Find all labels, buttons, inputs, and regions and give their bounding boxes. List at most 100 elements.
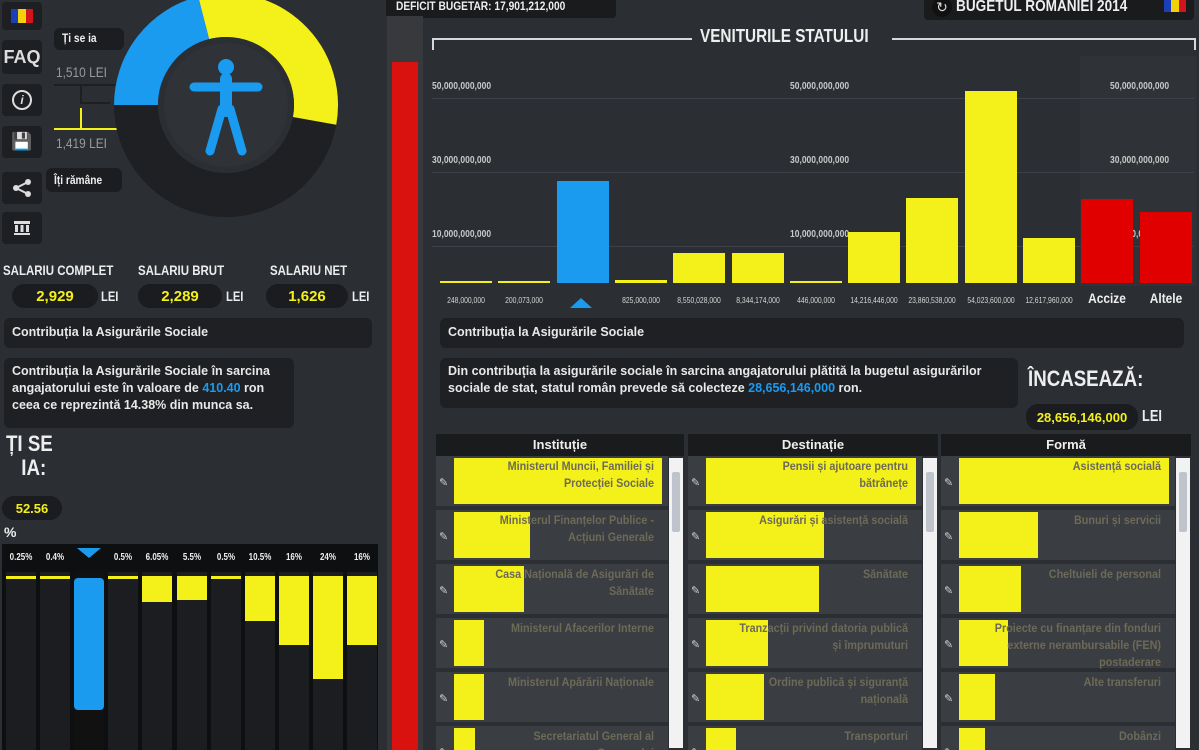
table-row[interactable]: ✎ Ministerul Muncii, Familiei și Protecți… — [436, 456, 668, 506]
chart-title-line-left — [432, 38, 692, 40]
row-fill — [706, 566, 819, 612]
revenue-bar[interactable] — [1081, 199, 1134, 283]
tax-column[interactable] — [244, 572, 275, 750]
table-row[interactable]: ✎ Casa Națională de Asigurări de Sănătate — [436, 564, 668, 614]
tax-column-fill — [6, 576, 36, 579]
institutie-header[interactable]: Instituție — [436, 434, 684, 456]
lei-label: LEI — [226, 288, 244, 304]
tax-column[interactable] — [347, 572, 377, 750]
table-row[interactable]: ✎ Dobânzi — [941, 726, 1175, 750]
salariu-net-input[interactable]: 1,626 — [266, 284, 348, 308]
revenue-bar[interactable] — [848, 232, 901, 283]
donut-remaining-arc — [199, 0, 338, 125]
table-row[interactable]: ✎ Proiecte cu finanțare din fonduri exter… — [941, 618, 1175, 669]
ti-se-ia-line — [54, 84, 134, 86]
pencil-icon[interactable]: ✎ — [439, 639, 449, 651]
tax-column-fill — [176, 576, 207, 600]
row-fill — [454, 512, 530, 558]
left-selected-title-text: Contribuția la Asigurările Sociale — [12, 325, 209, 339]
pencil-icon[interactable]: ✎ — [944, 746, 956, 750]
table-row[interactable]: ✎ Asigurări și asistență socială — [688, 510, 922, 560]
revenue-bar[interactable] — [614, 280, 667, 283]
table-row[interactable]: ✎ Ordine publică și siguranță națională — [688, 672, 922, 722]
pencil-icon[interactable]: ✎ — [691, 639, 701, 651]
tax-column[interactable] — [312, 572, 343, 750]
scrollbar[interactable] — [923, 458, 937, 748]
institutions-button[interactable] — [2, 212, 42, 244]
tax-column[interactable] — [40, 572, 71, 750]
revenue-bar[interactable] — [731, 253, 784, 283]
table-row[interactable]: ✎ Pensii și ajutoare pentru bătrânețe — [688, 456, 922, 506]
pencil-icon[interactable]: ✎ — [691, 531, 701, 543]
tax-column[interactable] — [278, 572, 309, 750]
tax-column[interactable] — [210, 572, 241, 750]
row-label: Ministerul Afacerilor Interne — [510, 621, 654, 635]
destinatie-header[interactable]: Destinație — [688, 434, 938, 456]
pencil-icon[interactable]: ✎ — [944, 639, 954, 651]
table-row[interactable]: ✎ Tranzacții privind datoria publică și î… — [688, 618, 922, 668]
tax-column[interactable] — [108, 572, 139, 750]
salariu-complet-input[interactable]: 2,929 — [12, 284, 98, 308]
scrollbar[interactable] — [1176, 458, 1190, 748]
save-button[interactable]: 💾 — [2, 126, 42, 158]
right-desc-text-2: ron. — [835, 381, 863, 395]
refresh-icon[interactable]: ↻ — [932, 0, 952, 17]
pencil-icon[interactable]: ✎ — [691, 477, 701, 489]
tax-column[interactable] — [74, 572, 105, 750]
pencil-icon[interactable]: ✎ — [944, 477, 954, 489]
pencil-icon[interactable]: ✎ — [439, 746, 451, 750]
faq-button[interactable]: FAQ — [2, 40, 42, 74]
tax-column-label: 0.5% — [216, 552, 235, 563]
pencil-icon[interactable]: ✎ — [691, 693, 701, 705]
revenue-bar[interactable] — [789, 281, 842, 283]
tax-column[interactable] — [176, 572, 207, 750]
table-row[interactable]: ✎ Asistență socială — [941, 456, 1175, 506]
flag-icon[interactable] — [1164, 0, 1186, 12]
lei-label: LEI — [1142, 408, 1162, 425]
y-tick-label: 50,000,000,000 — [790, 81, 850, 92]
pencil-icon[interactable]: ✎ — [944, 585, 954, 597]
bar-category-label: Altele — [1149, 290, 1182, 306]
table-row[interactable]: ✎ Sănătate — [688, 564, 922, 614]
info-button[interactable]: i — [2, 84, 42, 116]
salariu-complet-label: SALARIU COMPLET — [3, 262, 114, 278]
table-row[interactable]: ✎ Cheltuieli de personal — [941, 564, 1175, 614]
tax-column-fill — [74, 578, 105, 710]
table-row[interactable]: ✎ Alte transferuri — [941, 672, 1175, 722]
tax-column[interactable] — [142, 572, 173, 750]
revenue-bar[interactable] — [440, 281, 492, 283]
table-row[interactable]: ✎ Bunuri și servicii — [941, 510, 1175, 560]
pencil-icon[interactable]: ✎ — [439, 693, 449, 705]
y-tick-label: 10,000,000,000 — [790, 229, 850, 240]
pencil-icon[interactable]: ✎ — [439, 585, 449, 597]
revenue-bar[interactable] — [1023, 238, 1075, 283]
tax-column[interactable] — [6, 572, 36, 750]
pencil-icon[interactable]: ✎ — [944, 693, 954, 705]
revenue-bar[interactable] — [498, 281, 551, 283]
revenue-bar[interactable] — [556, 181, 609, 283]
y-tick-label: 30,000,000,000 — [790, 155, 850, 166]
table-row[interactable]: ✎ Ministerul Afacerilor Interne — [436, 618, 668, 668]
percent-unit: % — [4, 524, 17, 540]
left-selected-title: Contribuția la Asigurările Sociale — [4, 318, 372, 348]
pencil-icon[interactable]: ✎ — [691, 746, 703, 750]
share-button[interactable] — [2, 172, 42, 204]
table-row[interactable]: ✎ Secretariatul General al Guvernului — [436, 726, 668, 750]
table-row[interactable]: ✎ Transporturi — [688, 726, 922, 750]
pencil-icon[interactable]: ✎ — [691, 585, 701, 597]
revenue-bar[interactable] — [964, 91, 1017, 283]
revenue-bar[interactable] — [673, 253, 726, 283]
pencil-icon[interactable]: ✎ — [439, 477, 449, 489]
language-flag-button[interactable] — [2, 2, 42, 30]
row-fill — [706, 458, 916, 504]
pencil-icon[interactable]: ✎ — [944, 531, 954, 543]
table-row[interactable]: ✎ Ministerul Apărării Naționale — [436, 672, 668, 722]
row-label: Ministerul Muncii, Familiei și Protecție… — [507, 459, 654, 490]
forma-header[interactable]: Formă — [941, 434, 1191, 456]
table-row[interactable]: ✎ Ministerul Finanțelor Publice - Acțiuni… — [436, 510, 668, 560]
revenue-bar[interactable] — [906, 198, 959, 283]
pencil-icon[interactable]: ✎ — [439, 531, 449, 543]
scrollbar[interactable] — [669, 458, 683, 748]
revenue-bar[interactable] — [1139, 212, 1192, 283]
salariu-brut-input[interactable]: 2,289 — [138, 284, 222, 308]
